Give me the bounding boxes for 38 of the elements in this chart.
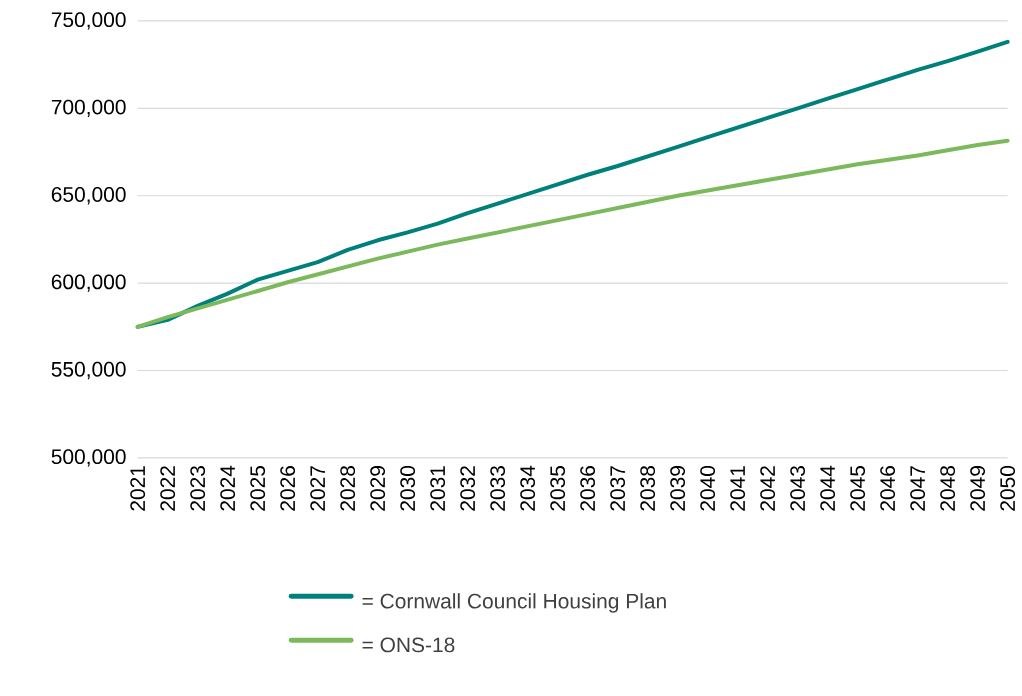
x-tick-label: 2039 xyxy=(670,465,686,511)
x-tick-label: 2025 xyxy=(250,465,266,511)
x-tick-label: 2035 xyxy=(550,465,566,511)
x-tick-label: 2037 xyxy=(610,465,626,511)
x-tick-label: 2030 xyxy=(400,465,416,511)
y-tick-label: 500,000 xyxy=(51,449,126,467)
x-tick-label: 2031 xyxy=(430,465,446,511)
x-tick-label: 2042 xyxy=(760,465,776,511)
x-tick-label: 2021 xyxy=(130,465,146,511)
x-tick-label: 2047 xyxy=(910,465,926,511)
x-tick-label: 2041 xyxy=(730,465,746,511)
x-tick-label: 2026 xyxy=(280,465,296,511)
x-tick-label: 2029 xyxy=(370,465,386,511)
x-tick-label: 2027 xyxy=(310,465,326,511)
y-tick-label: 600,000 xyxy=(51,274,126,292)
legend-label: = Cornwall Council Housing Plan xyxy=(362,593,666,613)
y-tick-label: 700,000 xyxy=(51,99,126,117)
x-tick-label: 2044 xyxy=(820,465,836,511)
x-tick-label: 2043 xyxy=(790,465,806,511)
x-tick-label: 2023 xyxy=(190,465,206,511)
legend-label: = ONS-18 xyxy=(362,637,455,653)
x-tick-label: 2028 xyxy=(340,465,356,511)
y-tick-label: 650,000 xyxy=(51,186,126,205)
x-tick-label: 2046 xyxy=(880,465,896,511)
x-tick-label: 2036 xyxy=(580,465,596,511)
y-tick-label: 750,000 xyxy=(51,12,126,30)
x-tick-label: 2034 xyxy=(520,465,536,511)
y-tick-label: 550,000 xyxy=(51,361,126,379)
x-tick-label: 2038 xyxy=(640,465,656,511)
x-tick-label: 2033 xyxy=(490,465,506,511)
x-tick-label: 2040 xyxy=(700,465,716,511)
x-tick-label: 2032 xyxy=(460,465,476,511)
x-tick-label: 2048 xyxy=(940,465,956,511)
x-tick-label: 2049 xyxy=(970,465,986,511)
x-tick-label: 2022 xyxy=(160,465,176,511)
x-tick-label: 2045 xyxy=(850,465,866,511)
x-tick-label: 2024 xyxy=(220,465,236,511)
x-tick-label: 2050 xyxy=(1000,465,1016,511)
